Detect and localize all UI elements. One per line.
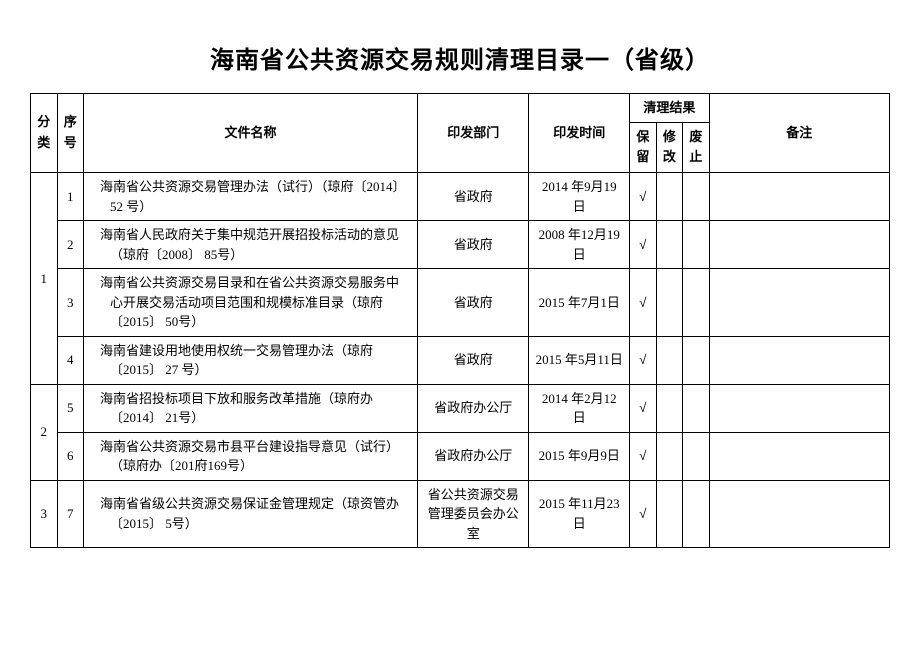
cell-category: 3 [31,480,58,548]
cell-abolish [683,432,710,480]
cell-note [709,269,889,337]
cell-keep: √ [630,173,657,221]
cell-seq: 1 [57,173,84,221]
cell-dept: 省政府 [418,269,529,337]
cell-abolish [683,221,710,269]
header-note: 备注 [709,94,889,173]
cell-seq: 4 [57,336,84,384]
header-date: 印发时间 [529,94,630,173]
rules-table: 分类 序号 文件名称 印发部门 印发时间 清理结果 备注 保留 修改 废止 11… [30,93,890,548]
cell-modify [656,173,683,221]
cell-abolish [683,384,710,432]
cell-seq: 5 [57,384,84,432]
header-name: 文件名称 [84,94,418,173]
cell-seq: 6 [57,432,84,480]
cell-seq: 3 [57,269,84,337]
cell-keep: √ [630,221,657,269]
page-title: 海南省公共资源交易规则清理目录一（省级） [30,40,890,75]
cell-date: 2014 年9月19日 [529,173,630,221]
table-row: 4海南省建设用地使用权统一交易管理办法（琼府〔2015〕 27 号）省政府201… [31,336,890,384]
cell-name: 海南省人民政府关于集中规范开展招投标活动的意见（琼府〔2008〕 85号） [84,221,418,269]
table-header: 分类 序号 文件名称 印发部门 印发时间 清理结果 备注 保留 修改 废止 [31,94,890,173]
cell-keep: √ [630,384,657,432]
header-result: 清理结果 [630,94,710,123]
cell-modify [656,432,683,480]
header-seq: 序号 [57,94,84,173]
cell-note [709,480,889,548]
cell-note [709,336,889,384]
cell-name: 海南省公共资源交易管理办法（试行）（琼府〔2014〕 52 号） [84,173,418,221]
cell-name: 海南省招投标项目下放和服务改革措施（琼府办〔2014〕 21号） [84,384,418,432]
cell-abolish [683,336,710,384]
cell-note [709,221,889,269]
cell-dept: 省政府 [418,221,529,269]
table-row: 6海南省公共资源交易市县平台建设指导意见（试行）（琼府办〔201府169号）省政… [31,432,890,480]
header-modify: 修改 [656,122,683,173]
cell-modify [656,480,683,548]
cell-date: 2015 年11月23日 [529,480,630,548]
cell-name: 海南省省级公共资源交易保证金管理规定（琼资管办〔2015〕 5号） [84,480,418,548]
cell-note [709,173,889,221]
cell-note [709,432,889,480]
table-row: 2海南省人民政府关于集中规范开展招投标活动的意见（琼府〔2008〕 85号）省政… [31,221,890,269]
cell-dept: 省政府办公厅 [418,432,529,480]
cell-dept: 省公共资源交易管理委员会办公室 [418,480,529,548]
cell-name: 海南省公共资源交易目录和在省公共资源交易服务中心开展交易活动项目范围和规模标准目… [84,269,418,337]
table-row: 37海南省省级公共资源交易保证金管理规定（琼资管办〔2015〕 5号）省公共资源… [31,480,890,548]
cell-seq: 2 [57,221,84,269]
cell-modify [656,269,683,337]
cell-keep: √ [630,336,657,384]
cell-name: 海南省公共资源交易市县平台建设指导意见（试行）（琼府办〔201府169号） [84,432,418,480]
cell-abolish [683,269,710,337]
cell-dept: 省政府办公厅 [418,384,529,432]
cell-date: 2015 年7月1日 [529,269,630,337]
cell-abolish [683,173,710,221]
cell-date: 2014 年2月12日 [529,384,630,432]
header-keep: 保留 [630,122,657,173]
table-body: 11海南省公共资源交易管理办法（试行）（琼府〔2014〕 52 号）省政府201… [31,173,890,548]
cell-modify [656,384,683,432]
cell-note [709,384,889,432]
cell-keep: √ [630,432,657,480]
cell-dept: 省政府 [418,173,529,221]
cell-dept: 省政府 [418,336,529,384]
cell-name: 海南省建设用地使用权统一交易管理办法（琼府〔2015〕 27 号） [84,336,418,384]
cell-modify [656,336,683,384]
cell-modify [656,221,683,269]
cell-seq: 7 [57,480,84,548]
header-dept: 印发部门 [418,94,529,173]
cell-category: 1 [31,173,58,385]
table-row: 25海南省招投标项目下放和服务改革措施（琼府办〔2014〕 21号）省政府办公厅… [31,384,890,432]
table-row: 11海南省公共资源交易管理办法（试行）（琼府〔2014〕 52 号）省政府201… [31,173,890,221]
cell-date: 2015 年9月9日 [529,432,630,480]
cell-date: 2008 年12月19日 [529,221,630,269]
cell-category: 2 [31,384,58,480]
header-category: 分类 [31,94,58,173]
cell-abolish [683,480,710,548]
cell-keep: √ [630,269,657,337]
table-row: 3海南省公共资源交易目录和在省公共资源交易服务中心开展交易活动项目范围和规模标准… [31,269,890,337]
header-abolish: 废止 [683,122,710,173]
cell-keep: √ [630,480,657,548]
cell-date: 2015 年5月11日 [529,336,630,384]
